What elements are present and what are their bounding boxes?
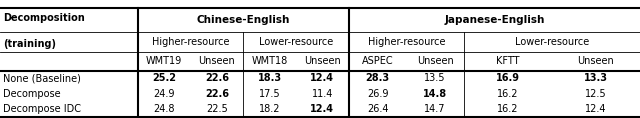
Text: 16.9: 16.9 [496,74,520,83]
Text: Chinese-English: Chinese-English [196,15,290,25]
Text: Higher-resource: Higher-resource [367,37,445,47]
Text: Japanese-English: Japanese-English [444,15,545,25]
Text: 28.3: 28.3 [365,74,390,83]
Text: 11.4: 11.4 [312,89,333,99]
Text: 12.5: 12.5 [585,89,607,99]
Text: 17.5: 17.5 [259,89,280,99]
Text: Decomposition: Decomposition [3,13,85,23]
Text: 13.5: 13.5 [424,74,446,83]
Text: 26.4: 26.4 [367,104,388,114]
Text: (training): (training) [3,39,56,49]
Text: 25.2: 25.2 [152,74,176,83]
Text: Decompose IDC: Decompose IDC [3,104,81,114]
Text: 18.2: 18.2 [259,104,280,114]
Text: 16.2: 16.2 [497,89,519,99]
Text: 24.8: 24.8 [153,104,175,114]
Text: WMT19: WMT19 [146,56,182,66]
Text: None (Baseline): None (Baseline) [3,74,81,83]
Text: 12.4: 12.4 [585,104,607,114]
Text: Unseen: Unseen [578,56,614,66]
Text: Unseen: Unseen [304,56,340,66]
Text: 24.9: 24.9 [153,89,175,99]
Text: Higher-resource: Higher-resource [152,37,229,47]
Text: 13.3: 13.3 [584,74,608,83]
Text: 22.6: 22.6 [205,89,229,99]
Text: 14.8: 14.8 [423,89,447,99]
Text: 18.3: 18.3 [257,74,282,83]
Text: 22.5: 22.5 [206,104,228,114]
Text: ASPEC: ASPEC [362,56,394,66]
Text: 12.4: 12.4 [310,74,335,83]
Text: 14.7: 14.7 [424,104,446,114]
Text: 26.9: 26.9 [367,89,388,99]
Text: Unseen: Unseen [198,56,235,66]
Text: Lower-resource: Lower-resource [259,37,333,47]
Text: 12.4: 12.4 [310,104,335,114]
Text: KFTT: KFTT [496,56,520,66]
Text: Decompose: Decompose [3,89,61,99]
Text: Lower-resource: Lower-resource [515,37,589,47]
Text: Unseen: Unseen [417,56,454,66]
Text: 16.2: 16.2 [497,104,519,114]
Text: 22.6: 22.6 [205,74,229,83]
Text: WMT18: WMT18 [252,56,288,66]
